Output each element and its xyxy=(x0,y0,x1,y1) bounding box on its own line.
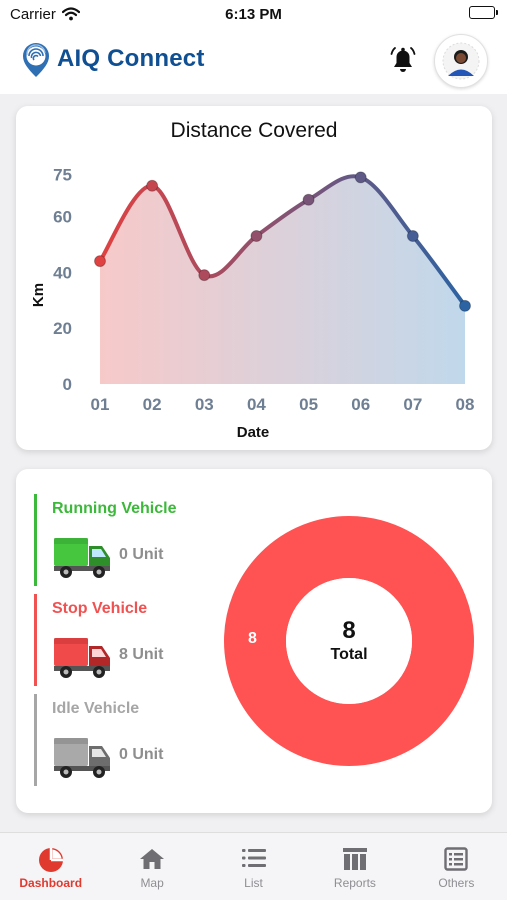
vehicle-donut-chart xyxy=(224,516,474,766)
vehicle-group-label: Idle Vehicle xyxy=(52,700,140,717)
y-tick-label: 0 xyxy=(63,375,72,394)
reports-icon xyxy=(342,847,368,876)
vehicle-group-count: 0 Unit xyxy=(119,546,164,563)
home-icon xyxy=(139,847,165,876)
vehicle-group-count: 8 Unit xyxy=(119,646,164,663)
x-tick-label: 08 xyxy=(456,395,475,414)
distance-point xyxy=(354,171,367,184)
x-tick-label: 05 xyxy=(299,395,318,414)
distance-point xyxy=(406,230,419,243)
donut-slice-label: 8 xyxy=(248,630,257,647)
distance-point xyxy=(459,299,471,312)
chart-title: Distance Covered xyxy=(170,119,338,142)
distance-point xyxy=(198,269,211,282)
green-truck-icon xyxy=(52,534,112,585)
battery-icon xyxy=(469,6,498,19)
distance-point xyxy=(146,179,159,192)
tab-dashboard[interactable]: Dashboard xyxy=(0,833,101,900)
vehicle-group-count: 0 Unit xyxy=(119,746,164,763)
vehicle-group[interactable]: Running Vehicle 0 Unit xyxy=(34,494,204,586)
app-title: AIQ Connect xyxy=(57,45,205,72)
donut-hole xyxy=(286,578,412,704)
clock: 6:13 PM xyxy=(225,6,282,23)
vehicle-group-label: Stop Vehicle xyxy=(52,600,148,617)
grey-truck-icon xyxy=(52,734,112,785)
x-tick-label: 01 xyxy=(91,395,110,414)
x-tick-label: 02 xyxy=(143,395,162,414)
y-tick-label: 75 xyxy=(53,166,72,185)
list-icon xyxy=(241,847,267,874)
y-tick-label: 20 xyxy=(53,319,72,338)
tab-bar: Dashboard Map List Reports Others xyxy=(0,832,507,900)
tab-list[interactable]: List xyxy=(203,833,304,900)
tab-map[interactable]: Map xyxy=(101,833,202,900)
tab-label: Others xyxy=(438,876,475,890)
x-axis-label: Date xyxy=(237,424,270,441)
y-tick-label: 40 xyxy=(53,263,72,282)
donut-total-label: Total xyxy=(330,646,368,663)
distance-area xyxy=(100,176,465,384)
vehicle-group-label: Running Vehicle xyxy=(52,500,177,517)
vehicle-status-card: Running Vehicle 0 Unit Stop Vehicle 8 Unit I… xyxy=(16,469,492,813)
y-axis-label: Km xyxy=(30,283,47,307)
user-avatar-icon[interactable] xyxy=(434,34,488,88)
vehicle-group[interactable]: Stop Vehicle 8 Unit xyxy=(34,594,204,686)
tab-label: Reports xyxy=(333,876,376,890)
donut-total-value: 8 xyxy=(342,617,356,644)
tab-label: List xyxy=(244,876,263,890)
x-tick-label: 06 xyxy=(351,395,370,414)
wifi-icon xyxy=(61,7,81,26)
bell-icon[interactable] xyxy=(390,46,416,79)
distance-point xyxy=(302,193,315,206)
app-header: AIQ Connect xyxy=(0,30,507,94)
tab-others[interactable]: Others xyxy=(406,833,507,900)
donut-slice xyxy=(224,516,474,766)
tab-label: Map xyxy=(140,876,164,890)
x-tick-label: 07 xyxy=(403,395,422,414)
others-icon xyxy=(444,847,469,876)
distance-point xyxy=(250,230,263,243)
status-bar: Carrier 6:13 PM xyxy=(0,0,507,30)
pie-chart-icon xyxy=(38,847,64,878)
fingerprint-location-icon xyxy=(18,41,54,84)
distance-card: Distance Covered 0 20 40 60 75 01 02 03 04 05 06 07… xyxy=(16,106,492,450)
y-tick-label: 60 xyxy=(53,207,72,226)
red-truck-icon xyxy=(52,634,112,685)
carrier-label: Carrier xyxy=(10,6,56,23)
distance-point xyxy=(94,255,106,268)
vehicle-group[interactable]: Idle Vehicle 0 Unit xyxy=(34,694,204,786)
x-tick-label: 03 xyxy=(195,395,214,414)
tab-label: Dashboard xyxy=(19,876,83,890)
x-tick-label: 04 xyxy=(247,395,266,414)
tab-reports[interactable]: Reports xyxy=(304,833,405,900)
distance-chart: 0 20 40 60 75 01 02 03 04 05 06 07 08 Date Km xyxy=(30,166,475,441)
